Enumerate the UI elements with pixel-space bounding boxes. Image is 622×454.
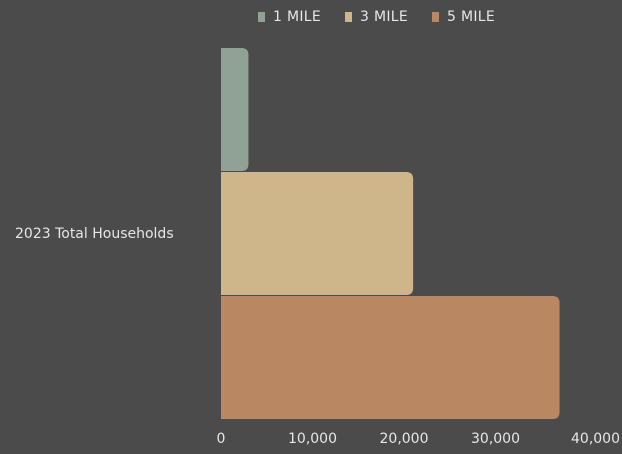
- x-tick-label: 10,000: [288, 431, 337, 447]
- category-label: 2023 Total Households: [15, 226, 174, 242]
- x-tick-label: 30,000: [471, 431, 520, 447]
- legend-label-5-mile: 5 MILE: [447, 9, 496, 25]
- legend-item-5-mile: 5 MILE: [432, 9, 495, 25]
- bar-1-mile: [221, 48, 249, 171]
- legend-label-3-mile: 3 MILE: [360, 9, 409, 25]
- legend-swatch-1-mile: [258, 12, 265, 22]
- bar-5-mile: [221, 296, 560, 419]
- chart-legend: 1 MILE 3 MILE 5 MILE: [258, 9, 495, 25]
- legend-swatch-3-mile: [345, 12, 353, 22]
- legend-label-1-mile: 1 MILE: [273, 9, 322, 25]
- x-tick-label: 0: [217, 431, 226, 447]
- x-tick-label: 40,000: [571, 431, 620, 447]
- legend-item-3-mile: 3 MILE: [345, 9, 408, 25]
- x-tick-label: 20,000: [380, 431, 429, 447]
- legend-swatch-5-mile: [432, 12, 440, 22]
- bar-3-mile: [221, 172, 414, 295]
- legend-item-1-mile: 1 MILE: [258, 9, 321, 25]
